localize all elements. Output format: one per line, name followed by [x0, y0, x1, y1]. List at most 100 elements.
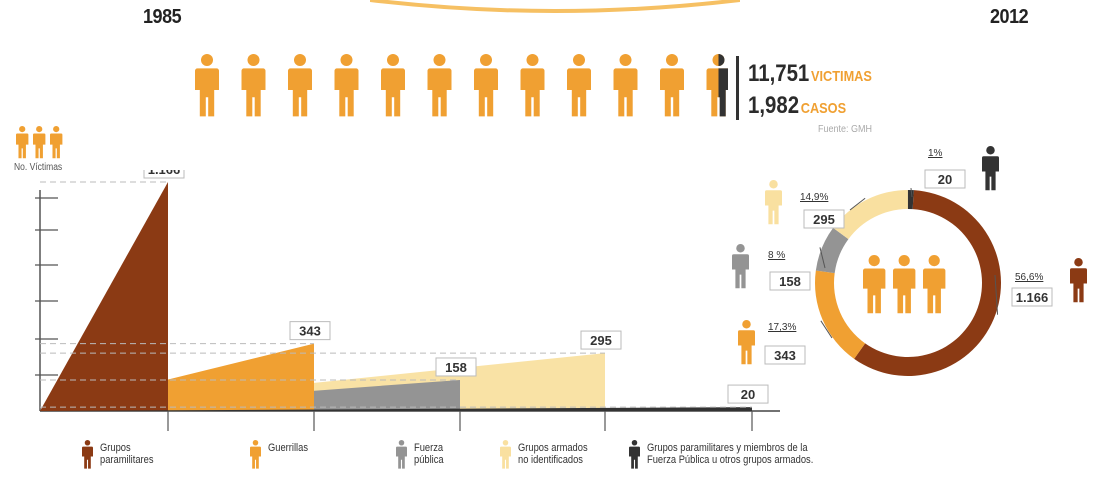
legend-label: Grupos paramilitares y miembros de la Fue… [647, 442, 813, 466]
person-icon [567, 54, 591, 117]
legend-label-line1: Fuerza [414, 442, 444, 454]
person-icon [288, 54, 312, 117]
legend-label: Guerrillas [268, 442, 308, 454]
person-icon [82, 440, 93, 469]
category-person-icon [765, 180, 782, 225]
legend-label-line2: no identificados [518, 454, 583, 466]
cases-label: CASOS [800, 100, 847, 117]
armed-person-icon [629, 440, 640, 469]
person-icon [427, 54, 452, 117]
leader-line [849, 197, 866, 211]
value-label-box [764, 345, 806, 365]
donut-slice-4 [907, 190, 914, 210]
value-label-box [924, 169, 966, 189]
person-icon [520, 54, 545, 117]
value-label-box [580, 330, 622, 350]
person-icon [381, 54, 405, 117]
y-axis-label: No. Víctimas [14, 162, 63, 173]
legend-person-icon [629, 440, 640, 469]
leader-line [994, 274, 999, 315]
person-icon [500, 440, 511, 469]
person-icon [613, 54, 638, 117]
area-series-1 [40, 343, 314, 411]
person-icon [893, 255, 916, 314]
person-icon [50, 126, 63, 159]
person-icon [334, 54, 359, 117]
legend: Grupos paramilitares Guerrillas Fuerza públi… [0, 436, 1103, 476]
cases-total: 1,982 CASOS [748, 92, 846, 120]
legend-person-icon [82, 440, 93, 469]
percent-label: 17,3% [768, 322, 796, 333]
percent-label: 14,9% [800, 192, 828, 203]
cases-number: 1,982 [748, 92, 800, 119]
legend-label-line2: pública [414, 454, 444, 466]
value-label: 1.166 [1016, 290, 1049, 305]
donut-slice-3 [833, 190, 908, 240]
person-icon [923, 255, 946, 314]
person-icon [195, 54, 219, 117]
value-label-box [289, 321, 331, 341]
person-icon [250, 440, 261, 469]
person-icon [16, 126, 29, 159]
percent-label: 56,6% [1015, 272, 1043, 283]
value-label: 1.166 [148, 170, 181, 177]
person-icon-dark-half [718, 54, 728, 117]
value-label: 20 [741, 387, 755, 402]
legend-person-icon [250, 440, 261, 469]
legend-label: Grupos paramilitares [100, 442, 154, 466]
legend-label-line1: Grupos paramilitares y miembros de la [647, 442, 808, 454]
value-label: 295 [590, 333, 612, 348]
legend-person-icon [500, 440, 511, 469]
person-icon [474, 54, 498, 117]
leader-line [910, 187, 913, 198]
area-series-0 [40, 182, 168, 411]
percent-label: 1% [928, 148, 943, 159]
value-label-box [1011, 287, 1053, 307]
value-label-box [803, 209, 845, 229]
value-label-box [435, 357, 477, 377]
area-series-4 [40, 407, 752, 411]
donut-slice-1 [815, 270, 866, 359]
year-end: 2012 [990, 6, 1029, 28]
value-label: 158 [779, 274, 801, 289]
value-label: 20 [938, 172, 952, 187]
category-person-icon [732, 244, 749, 289]
donut-slice-0 [854, 190, 1001, 376]
category-person-icon [982, 146, 999, 191]
value-label-box [769, 271, 811, 291]
percent-label: 8 % [768, 250, 785, 261]
legend-label-line2: paramilitares [100, 454, 154, 466]
source-note: Fuente: GMH [818, 124, 873, 135]
value-label: 343 [774, 348, 796, 363]
legend-label: Grupos armados no identificados [518, 442, 588, 466]
value-label-box [727, 384, 769, 404]
leader-line [819, 247, 826, 269]
victims-total: 11,751 VICTIMAS [748, 60, 872, 88]
header-divider [736, 56, 739, 120]
category-person-icon [738, 320, 755, 365]
leader-line [820, 320, 833, 339]
person-icon [863, 255, 886, 314]
value-label-box [143, 170, 185, 179]
victims-people-row [195, 54, 728, 117]
person-icon [660, 54, 684, 117]
legend-label-line2: Fuerza Pública u otros grupos armados. [647, 454, 814, 466]
area-series-2 [40, 379, 460, 411]
value-label: 343 [299, 324, 321, 339]
victims-label: VICTIMAS [810, 68, 872, 85]
soldier-icon [396, 440, 407, 469]
top-arc-decoration [370, 0, 740, 13]
victims-number: 11,751 [748, 60, 810, 87]
legend-label: Fuerza pública [414, 442, 444, 466]
axis-people-icon [16, 126, 63, 159]
value-label: 158 [445, 360, 467, 375]
legend-label-line1: Grupos armados [518, 442, 588, 454]
person-icon [718, 54, 728, 117]
donut-chart: 56,6% 1.166 17,3% 343 8 % 158 14,9% 295 1% 20 [732, 146, 1087, 376]
legend-person-icon [396, 440, 407, 469]
area-chart: 1.166 343 158 295 20 [35, 170, 780, 431]
legend-label-line1: Grupos [100, 442, 131, 454]
person-icon [241, 54, 266, 117]
person-icon [33, 126, 46, 159]
category-person-icon [1070, 258, 1087, 303]
